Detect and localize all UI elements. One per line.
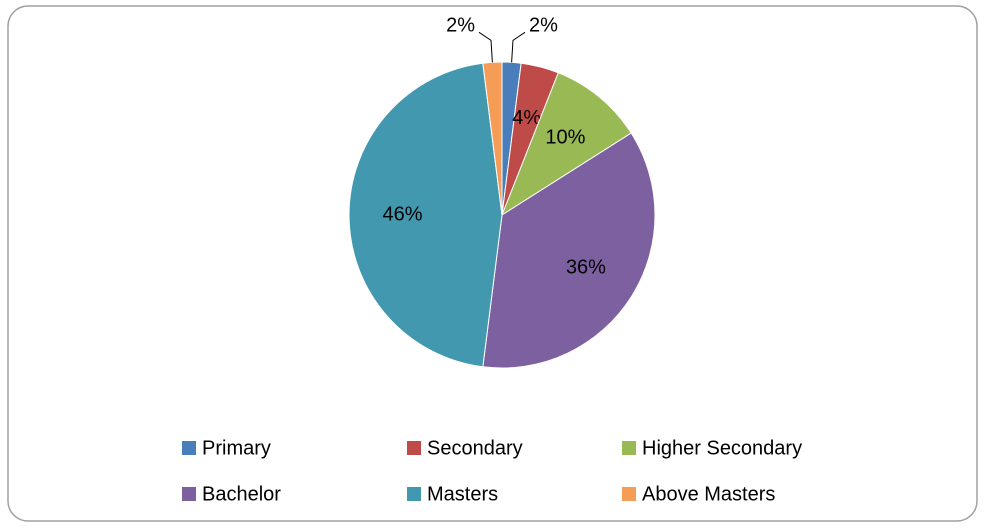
pie-slice xyxy=(482,132,656,369)
legend-swatch xyxy=(182,441,196,455)
leader-line xyxy=(511,31,526,63)
legend-label: Higher Secondary xyxy=(642,437,802,459)
legend-label: Bachelor xyxy=(202,483,281,505)
data-label: 2% xyxy=(446,15,475,37)
legend-swatch xyxy=(182,487,196,501)
pie-slice xyxy=(348,62,503,368)
leader-line xyxy=(478,31,493,63)
legend-swatch xyxy=(407,487,421,501)
data-label: 4% xyxy=(512,107,541,129)
data-label: 2% xyxy=(529,15,558,37)
data-label: 36% xyxy=(566,257,606,279)
data-label: 46% xyxy=(383,203,423,225)
legend-swatch xyxy=(622,441,636,455)
data-label: 10% xyxy=(545,127,585,149)
legend-label: Above Masters xyxy=(642,483,775,505)
legend-label: Masters xyxy=(427,483,498,505)
legend-label: Secondary xyxy=(427,437,523,459)
pie-slice xyxy=(482,61,503,216)
legend-label: Primary xyxy=(202,437,271,459)
legend-swatch xyxy=(407,441,421,455)
pie-slice xyxy=(500,72,632,217)
legend-swatch xyxy=(622,487,636,501)
